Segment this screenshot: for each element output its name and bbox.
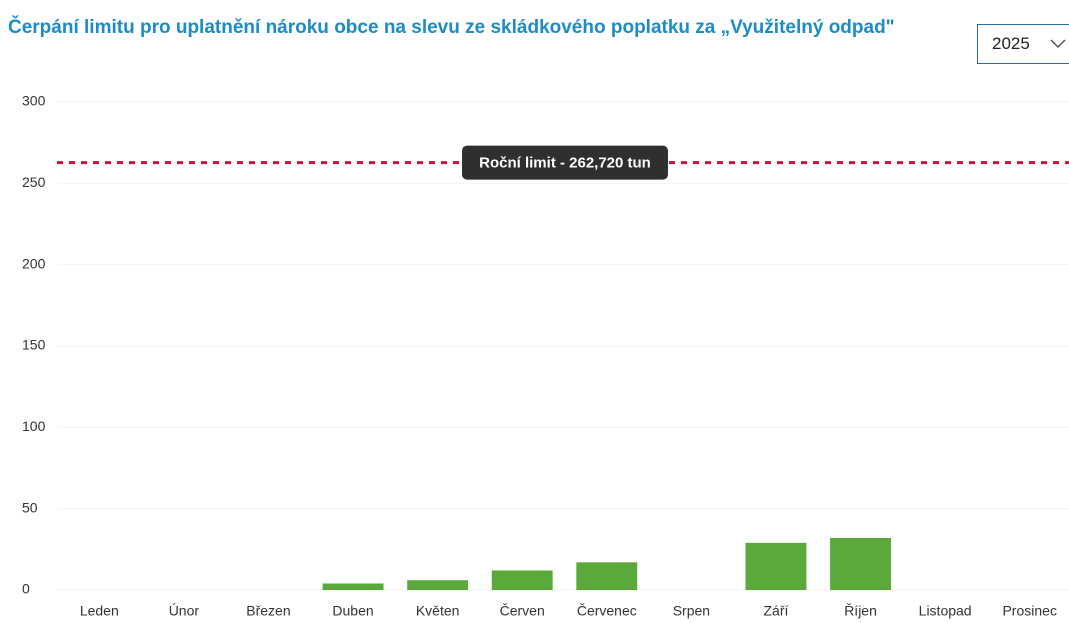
x-tick-label: Duben	[332, 603, 373, 619]
x-tick-label: Srpen	[673, 603, 710, 619]
bar	[491, 570, 553, 590]
chart-title: Čerpání limitu pro uplatnění nároku obce…	[8, 17, 895, 38]
x-tick-label: Prosinec	[1002, 603, 1056, 619]
y-tick-label: 300	[22, 93, 46, 109]
x-tick-label: Únor	[169, 603, 200, 619]
bar	[830, 537, 891, 590]
year-selector[interactable]: 2025	[977, 24, 1069, 64]
x-tick-label: Listopad	[919, 603, 972, 619]
limit-label: Roční limit - 262,720 tun	[479, 155, 651, 172]
bar	[407, 580, 469, 590]
x-tick-label: Červenec	[577, 603, 637, 619]
x-tick-label: Říjen	[844, 603, 877, 619]
y-tick-label: 100	[22, 418, 46, 434]
bar	[322, 583, 384, 590]
x-tick-label: Květen	[416, 603, 460, 619]
x-tick-label: Září	[764, 603, 789, 619]
y-tick-label: 150	[22, 337, 46, 353]
x-tick-label: Leden	[80, 603, 119, 619]
limit-label-box	[462, 145, 668, 180]
bar	[576, 562, 638, 590]
chevron	[1050, 39, 1066, 49]
x-tick-label: Červen	[500, 603, 545, 619]
year-value: 2025	[992, 34, 1030, 53]
x-tick-label: Březen	[246, 603, 290, 619]
y-tick-label: 250	[22, 174, 46, 190]
y-tick-label: 200	[22, 255, 46, 271]
bar	[745, 542, 807, 590]
y-tick-label: 50	[22, 499, 38, 515]
y-tick-label: 0	[22, 581, 30, 597]
